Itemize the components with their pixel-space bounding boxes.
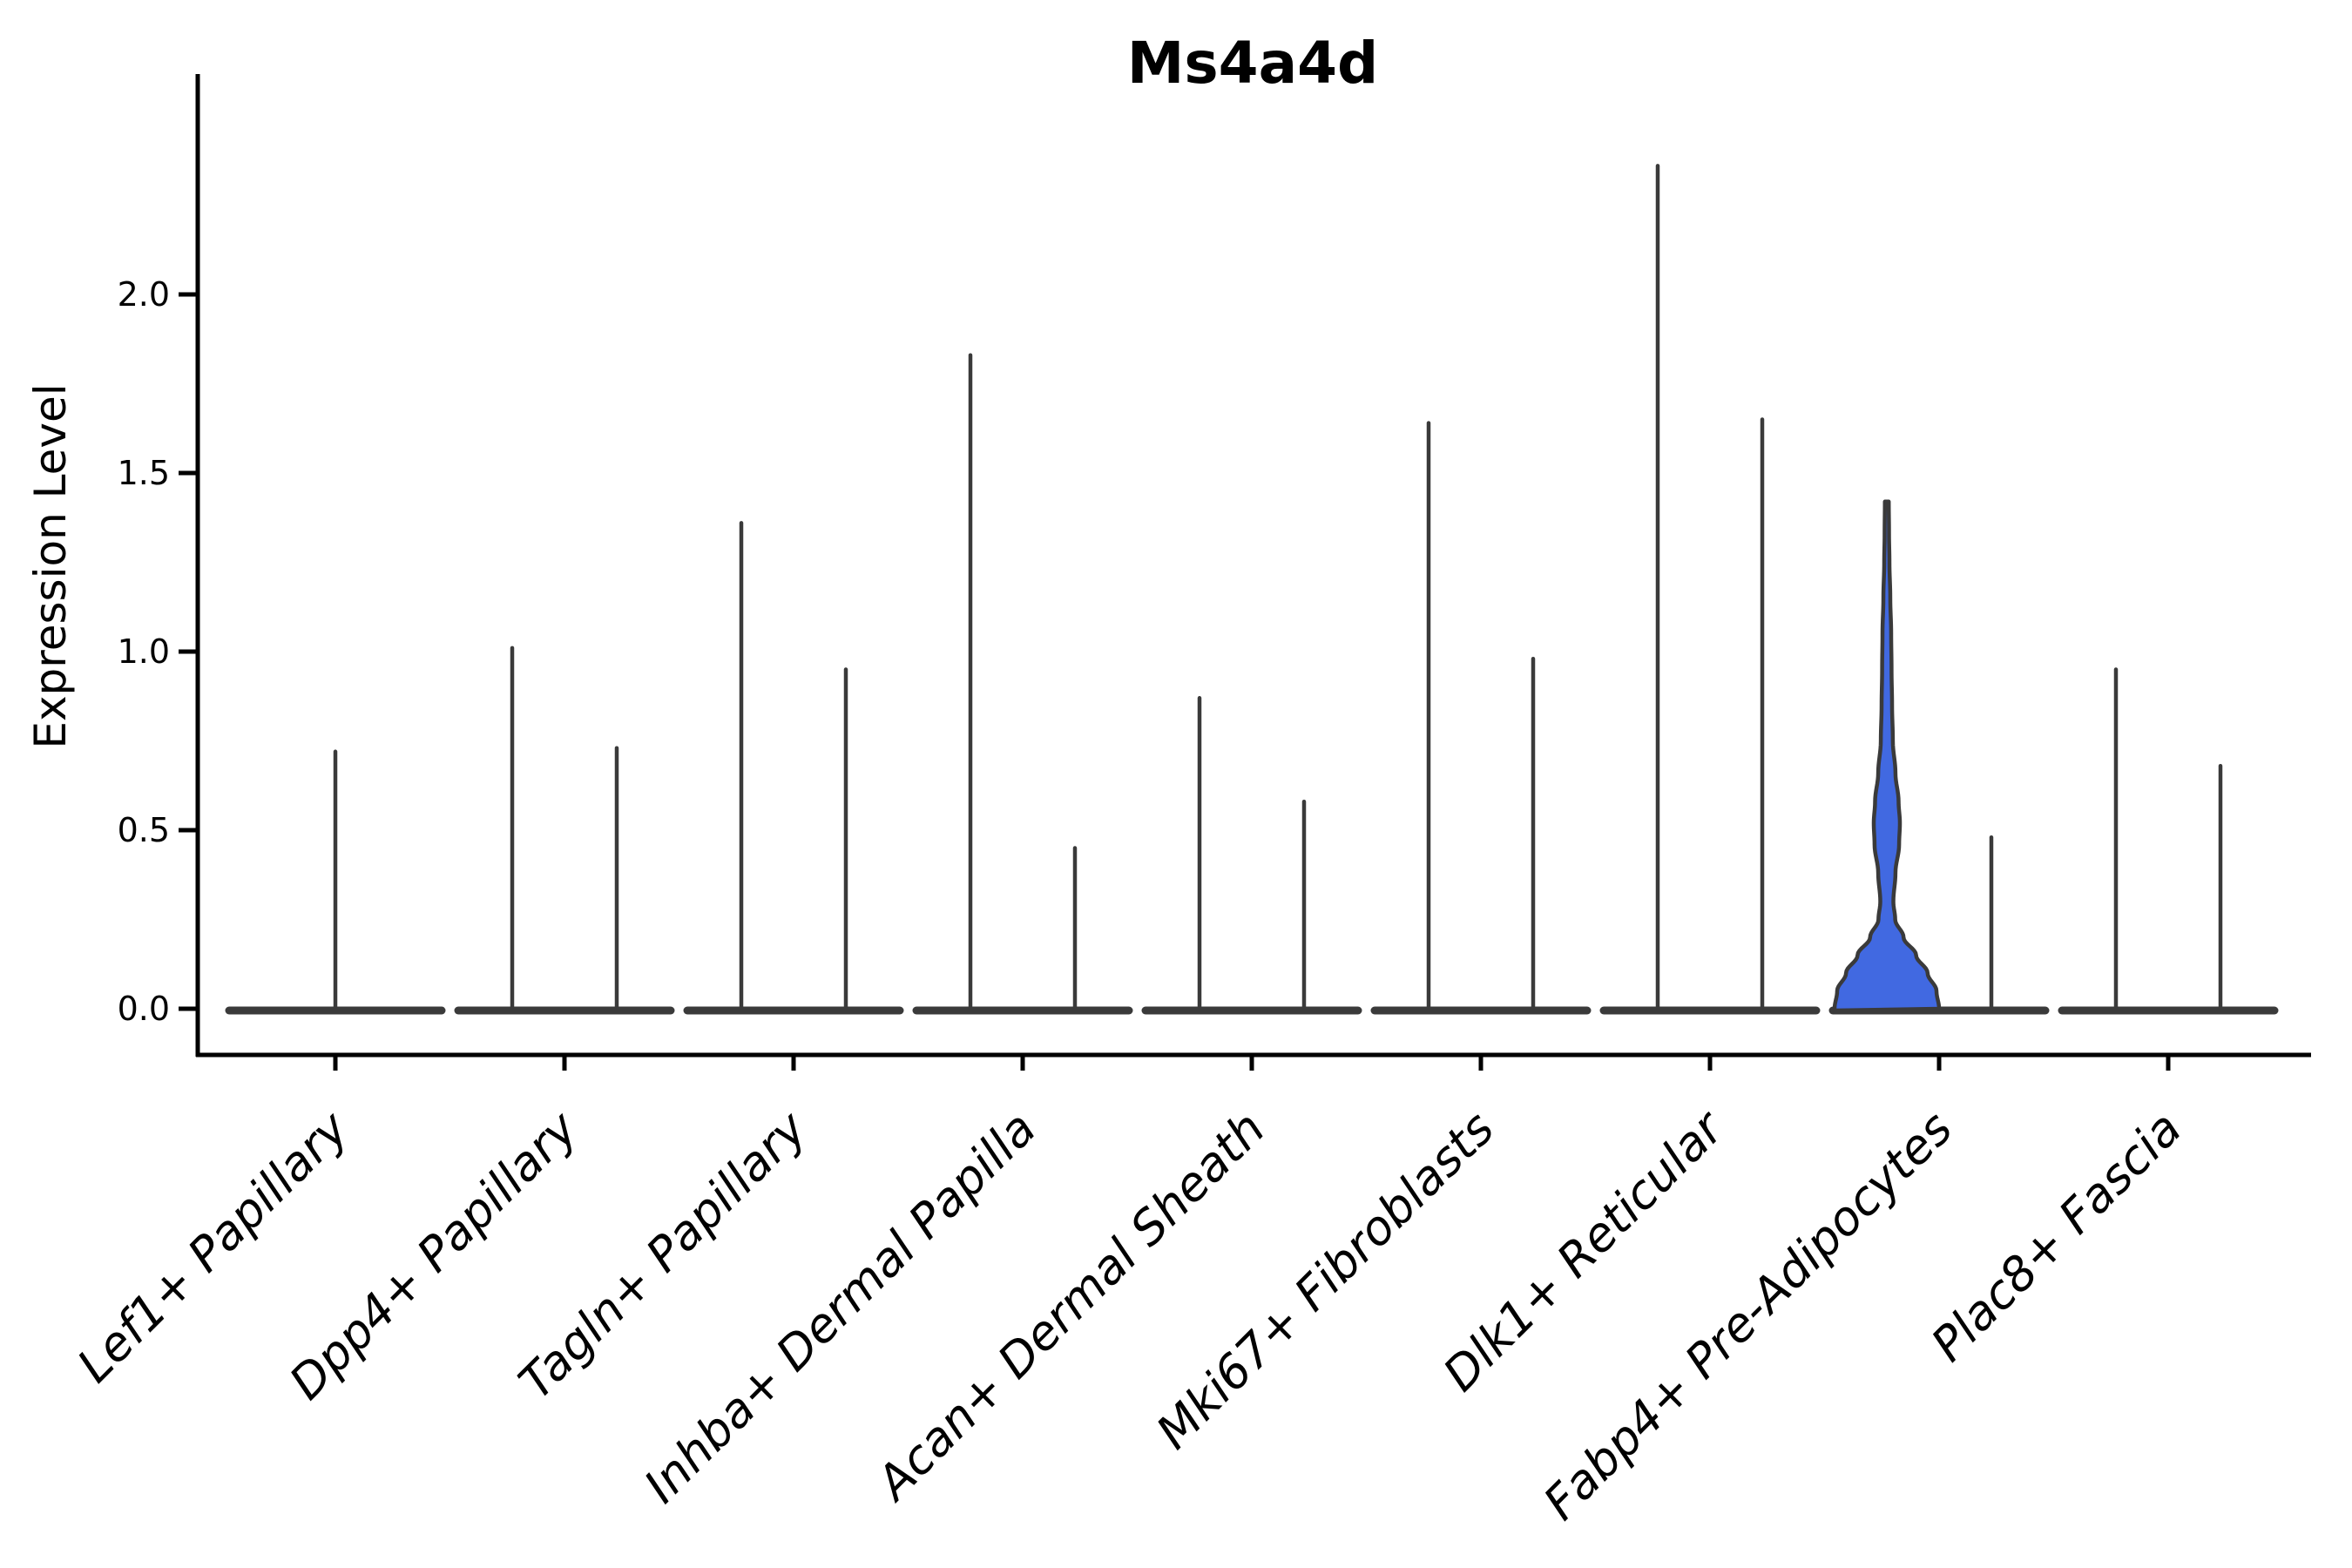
x-tick-label: Inhba+ Dermal Papilla: [633, 1101, 1046, 1514]
x-tick-label: Acan+ Dermal Sheath: [864, 1101, 1275, 1512]
violin-filled-7: [1832, 499, 1942, 1013]
y-tick-label: 2.0: [118, 275, 170, 314]
y-tick-label: 1.5: [118, 454, 170, 492]
x-tick-label: Fabp4+ Pre-Adipocytes: [1533, 1101, 1963, 1531]
chart-title: Ms4a4d: [1126, 30, 1379, 97]
x-tick-label: Plac8+ Fascia: [1921, 1101, 2192, 1372]
y-axis-label: Expression Level: [25, 383, 76, 749]
y-tick-label: 1.0: [118, 632, 170, 671]
y-tick-label: 0.5: [118, 811, 170, 849]
y-tick-label: 0.0: [118, 990, 170, 1028]
